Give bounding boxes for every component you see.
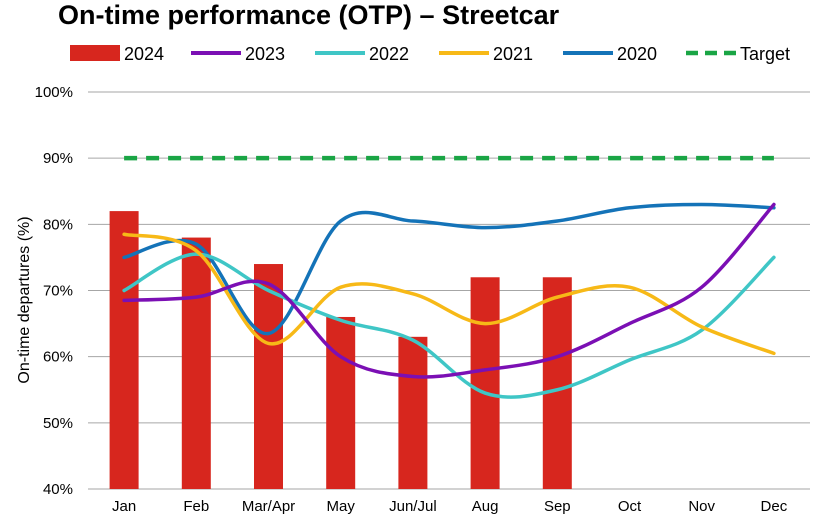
x-tick-label: Sep	[544, 498, 571, 515]
y-axis: 40% 50% 60% 70% 80% 90% 100%	[35, 84, 73, 498]
legend-label-2023: 2023	[245, 44, 285, 64]
y-axis-label: On-time departures (%)	[16, 216, 33, 383]
y-tick-label: 40%	[43, 481, 73, 498]
y-tick-label: 90%	[43, 150, 73, 167]
x-tick-label: Oct	[618, 498, 642, 515]
x-tick-label: Aug	[472, 498, 499, 515]
bar-Sep	[542, 277, 572, 489]
x-tick-label: Dec	[761, 498, 788, 515]
chart-title: On-time performance (OTP) – Streetcar	[58, 0, 560, 30]
y-tick-label: 50%	[43, 415, 73, 432]
line-2020	[122, 202, 776, 336]
x-tick-label: Jan	[112, 498, 136, 515]
y-tick-label: 80%	[43, 216, 73, 233]
line-2021	[122, 232, 776, 356]
x-tick-label: Jun/Jul	[389, 498, 437, 515]
line-2022	[122, 252, 776, 399]
x-tick-label: Mar/Apr	[242, 498, 295, 515]
bar-May	[326, 316, 356, 489]
x-tick-label: May	[327, 498, 356, 515]
bar-Aug	[470, 277, 500, 489]
legend-swatch-2024	[70, 45, 120, 61]
line-2023	[122, 202, 776, 379]
x-tick-label: Feb	[183, 498, 209, 515]
y-tick-label: 60%	[43, 349, 73, 366]
legend-label-2020: 2020	[617, 44, 657, 64]
bar-Jun/Jul	[398, 336, 428, 489]
line-series	[122, 155, 776, 399]
x-tick-label: Nov	[688, 498, 715, 515]
legend: 2024 2023 2022 2021 2020 Target	[70, 44, 790, 64]
y-tick-label: 70%	[43, 283, 73, 300]
legend-label-2022: 2022	[369, 44, 409, 64]
bar-Mar/Apr	[254, 264, 283, 489]
legend-label-2021: 2021	[493, 44, 533, 64]
legend-label-Target: Target	[740, 44, 790, 64]
y-tick-label: 100%	[35, 84, 73, 101]
legend-label-2024: 2024	[124, 44, 164, 64]
bar-series-2024	[109, 211, 572, 489]
bar-Feb	[181, 237, 211, 489]
x-axis: Jan Feb Mar/Apr May Jun/Jul Aug Sep Oct Nov Dec	[112, 498, 788, 515]
